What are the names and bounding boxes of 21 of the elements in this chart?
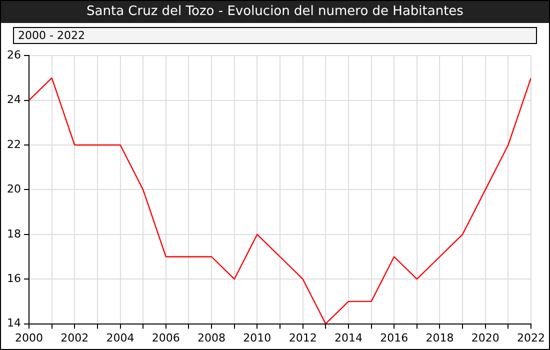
chart-title: Santa Cruz del Tozo - Evolucion del numero de Habitantes [1, 1, 549, 23]
x-tick-label: 2010 [243, 331, 272, 344]
y-tick-label: 18 [6, 227, 21, 240]
x-tick-label: 2014 [334, 331, 362, 344]
y-tick-label: 22 [6, 138, 21, 151]
x-tick-label: 2016 [380, 331, 408, 344]
x-tick-label: 2002 [60, 331, 89, 344]
y-tick-label: 16 [6, 272, 21, 285]
x-tick-label: 2006 [152, 331, 180, 344]
x-tick-label: 2000 [14, 331, 43, 344]
y-tick-label: 14 [6, 316, 21, 330]
x-tick-label: 2008 [198, 331, 226, 344]
x-tick-label: 2004 [106, 331, 134, 344]
x-tick-label: 2012 [288, 331, 317, 344]
y-tick-label: 24 [6, 93, 21, 106]
y-tick-label: 20 [6, 182, 21, 196]
x-tick-label: 2022 [517, 331, 546, 344]
x-tick-label: 2020 [471, 331, 500, 344]
text: 2000 - 2022 [13, 27, 537, 44]
x-tick-label: 2018 [426, 331, 454, 344]
y-tick-label: 26 [6, 48, 21, 62]
